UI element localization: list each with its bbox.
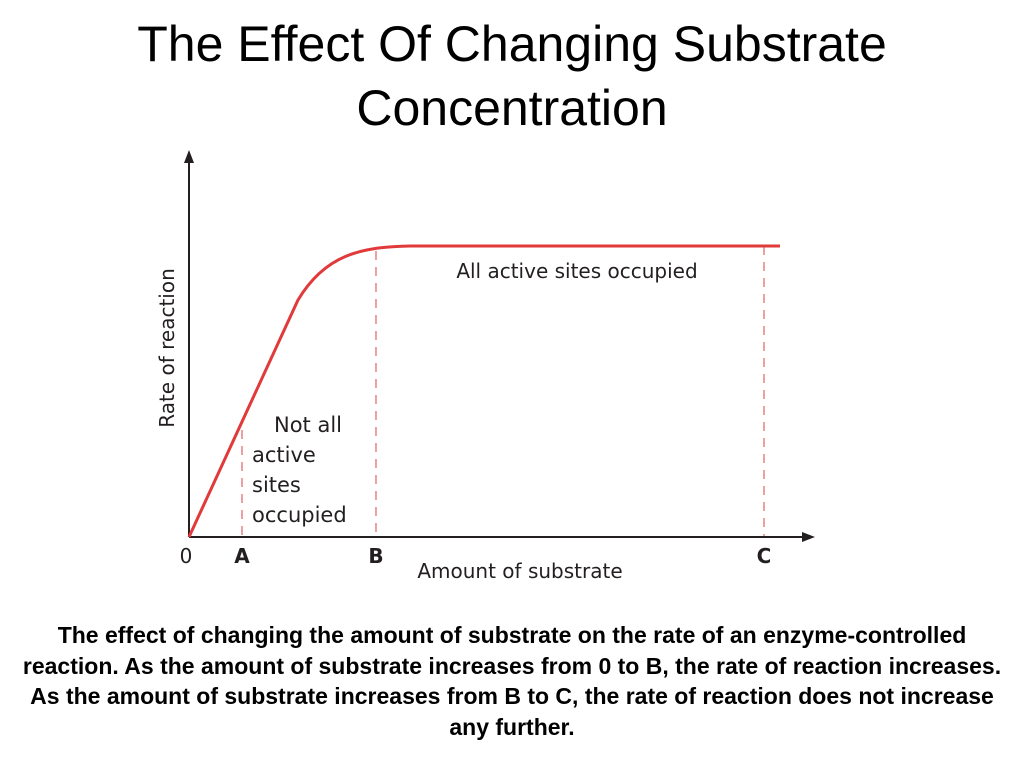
title-line-2: Concentration [356, 80, 668, 136]
tick-label-0: 0 [180, 544, 193, 568]
unsaturated-label-line-4: occupied [252, 503, 347, 527]
saturated-label: All active sites occupied [456, 259, 697, 283]
y-axis-arrowhead [184, 150, 194, 163]
slide-caption: The effect of changing the amount of sub… [22, 622, 1002, 740]
rate-curve [187, 244, 780, 538]
unsaturated-label-line-2: active [252, 443, 316, 467]
tick-label-c: C [757, 544, 772, 568]
unsaturated-label-line-1: Not all [274, 413, 342, 437]
tick-label-a: A [234, 544, 250, 568]
title-line-1: The Effect Of Changing Substrate [137, 16, 887, 72]
x-axis-label: Amount of substrate [417, 559, 622, 583]
slide-title: The Effect Of Changing Substrate Concent… [40, 12, 984, 140]
y-axis-label: Rate of reaction [155, 268, 179, 428]
x-axis-arrowhead [802, 532, 815, 542]
tick-label-b: B [368, 544, 383, 568]
unsaturated-label-line-3: sites [252, 473, 301, 497]
